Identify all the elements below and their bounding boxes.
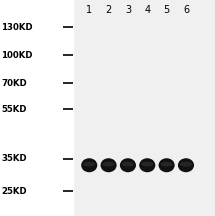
Ellipse shape	[180, 162, 192, 167]
Text: 25KD: 25KD	[1, 187, 27, 196]
Ellipse shape	[83, 162, 95, 167]
Ellipse shape	[161, 162, 173, 167]
Ellipse shape	[120, 158, 136, 172]
Ellipse shape	[101, 158, 117, 172]
Bar	[74, 0, 215, 216]
Text: 70KD: 70KD	[1, 79, 27, 88]
Text: 130KD: 130KD	[1, 22, 33, 32]
Text: 1: 1	[86, 5, 92, 15]
Text: 100KD: 100KD	[1, 51, 33, 60]
Ellipse shape	[81, 158, 97, 172]
Ellipse shape	[139, 158, 155, 172]
Ellipse shape	[159, 158, 175, 172]
Ellipse shape	[103, 162, 115, 167]
Text: 5: 5	[163, 5, 170, 15]
Ellipse shape	[141, 162, 153, 167]
Text: 35KD: 35KD	[1, 154, 27, 163]
Ellipse shape	[178, 158, 194, 172]
Text: 3: 3	[125, 5, 131, 15]
Text: 4: 4	[144, 5, 150, 15]
Text: 55KD: 55KD	[1, 105, 27, 114]
Text: 6: 6	[183, 5, 189, 15]
Text: 2: 2	[105, 5, 112, 15]
Ellipse shape	[122, 162, 134, 167]
